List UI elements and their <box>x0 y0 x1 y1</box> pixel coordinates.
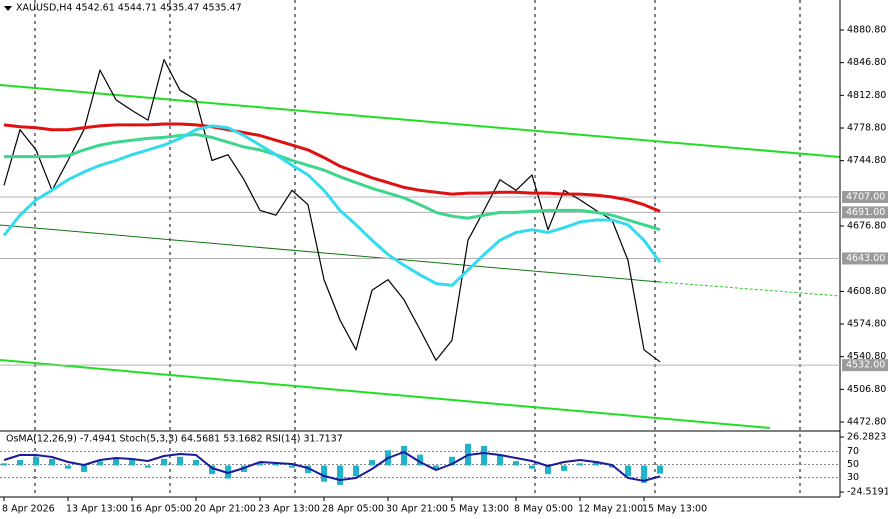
histogram-bar <box>1 463 7 466</box>
x-tick-label: 8 Apr 2026 <box>2 504 55 515</box>
level-label-box <box>842 252 888 265</box>
x-tick-label: 12 May 21:00 <box>578 504 643 515</box>
histogram-bar <box>193 460 199 466</box>
x-tick-label: 13 Apr 13:00 <box>66 504 128 515</box>
y-tick-label: 4608.80 <box>847 286 886 297</box>
histogram-bar <box>369 460 375 466</box>
histogram-bar <box>209 465 215 475</box>
x-tick-label: 5 May 13:00 <box>450 504 509 515</box>
x-tick-label: 8 May 05:00 <box>514 504 573 515</box>
y-tick-label: 4778.80 <box>847 122 886 133</box>
x-tick-label: 20 Apr 21:00 <box>194 504 256 515</box>
y2-tick-label: 26.2823 <box>847 432 886 443</box>
histogram-bar <box>17 460 23 466</box>
menu-arrow[interactable] <box>4 6 12 11</box>
channel-upper <box>0 84 841 158</box>
histogram-bar <box>353 465 359 477</box>
histogram-bar <box>657 465 663 474</box>
y-tick-label: 30 <box>847 472 859 483</box>
y-tick-label: 4880.80 <box>847 24 886 35</box>
histogram-bar <box>641 465 647 483</box>
y-tick-label: 4472.80 <box>847 417 886 428</box>
channel-lower <box>0 359 771 429</box>
histogram-bar <box>49 458 55 466</box>
chart-title: XAUUSD,H4 4542.61 4544.71 4535.47 4535.4… <box>16 3 242 14</box>
histogram-bar <box>417 454 423 466</box>
histogram-bar <box>561 465 567 471</box>
histogram-bar <box>545 465 551 475</box>
period-separators <box>34 0 801 497</box>
histogram-bar <box>33 456 39 466</box>
level-label-box <box>842 206 888 219</box>
histogram-bar <box>65 465 71 469</box>
histogram-bar <box>289 465 295 468</box>
histogram-bar <box>113 457 119 466</box>
y-tick-label: 4744.80 <box>847 155 886 166</box>
x-tick-label: 28 Apr 05:00 <box>322 504 384 515</box>
histogram-bar <box>513 461 519 466</box>
histogram-bar <box>449 456 455 466</box>
x-tick-label: 23 Apr 13:00 <box>258 504 320 515</box>
series-line <box>3 451 661 482</box>
y2-tick-label: -24.5191 <box>847 487 888 498</box>
histogram-bar <box>625 465 631 477</box>
level-label-box <box>842 190 888 203</box>
oscillator-title: OsMA(12,26,9) -7.4941 Stoch(5,3,3) 64.56… <box>6 434 343 445</box>
level-label-box <box>842 359 888 372</box>
level-label: 4691.00 <box>846 207 885 218</box>
y-tick-label: 50 <box>847 459 859 470</box>
histogram-bar <box>177 456 183 466</box>
series-line <box>3 59 661 363</box>
histogram-bar <box>497 454 503 466</box>
histogram-bar <box>257 462 263 466</box>
channel-middle <box>0 224 661 283</box>
y-tick-label: 4846.80 <box>847 57 886 68</box>
histogram-bar <box>481 445 487 466</box>
x-tick-label: 30 Apr 21:00 <box>386 504 448 515</box>
histogram-bar <box>97 461 103 466</box>
channel <box>0 84 841 429</box>
histogram-bar <box>129 460 135 466</box>
histogram-bar <box>337 465 343 485</box>
y-tick-label: 4540.80 <box>847 351 886 362</box>
y-tick-label: 4574.80 <box>847 319 886 330</box>
series-line <box>2 124 662 287</box>
channel-projection <box>659 281 841 297</box>
series-line <box>3 122 661 213</box>
histogram-bar <box>81 465 87 472</box>
histogram-bar <box>273 463 279 466</box>
level-label: 4707.00 <box>846 191 885 202</box>
histogram-bar <box>321 465 327 482</box>
histogram-bar <box>593 461 599 466</box>
series-line <box>4 133 661 232</box>
x-tick-label: 16 Apr 05:00 <box>130 504 192 515</box>
histogram-bar <box>577 463 583 466</box>
histogram-bar <box>401 445 407 466</box>
level-label: 4643.00 <box>846 253 885 264</box>
histogram-bar <box>529 465 535 469</box>
level-label: 4532.00 <box>846 360 885 371</box>
histogram-bar <box>161 458 167 466</box>
histogram-bar <box>609 465 615 468</box>
y-tick-label: 4676.80 <box>847 221 886 232</box>
y-tick-label: 70 <box>847 446 859 457</box>
histogram-bar <box>145 465 151 468</box>
histogram-bar <box>305 465 311 474</box>
y-tick-label: 4812.80 <box>847 90 886 101</box>
histogram-bar <box>433 465 439 470</box>
y-tick-label: 4506.80 <box>847 384 886 395</box>
x-tick-label: 15 May 13:00 <box>642 504 707 515</box>
